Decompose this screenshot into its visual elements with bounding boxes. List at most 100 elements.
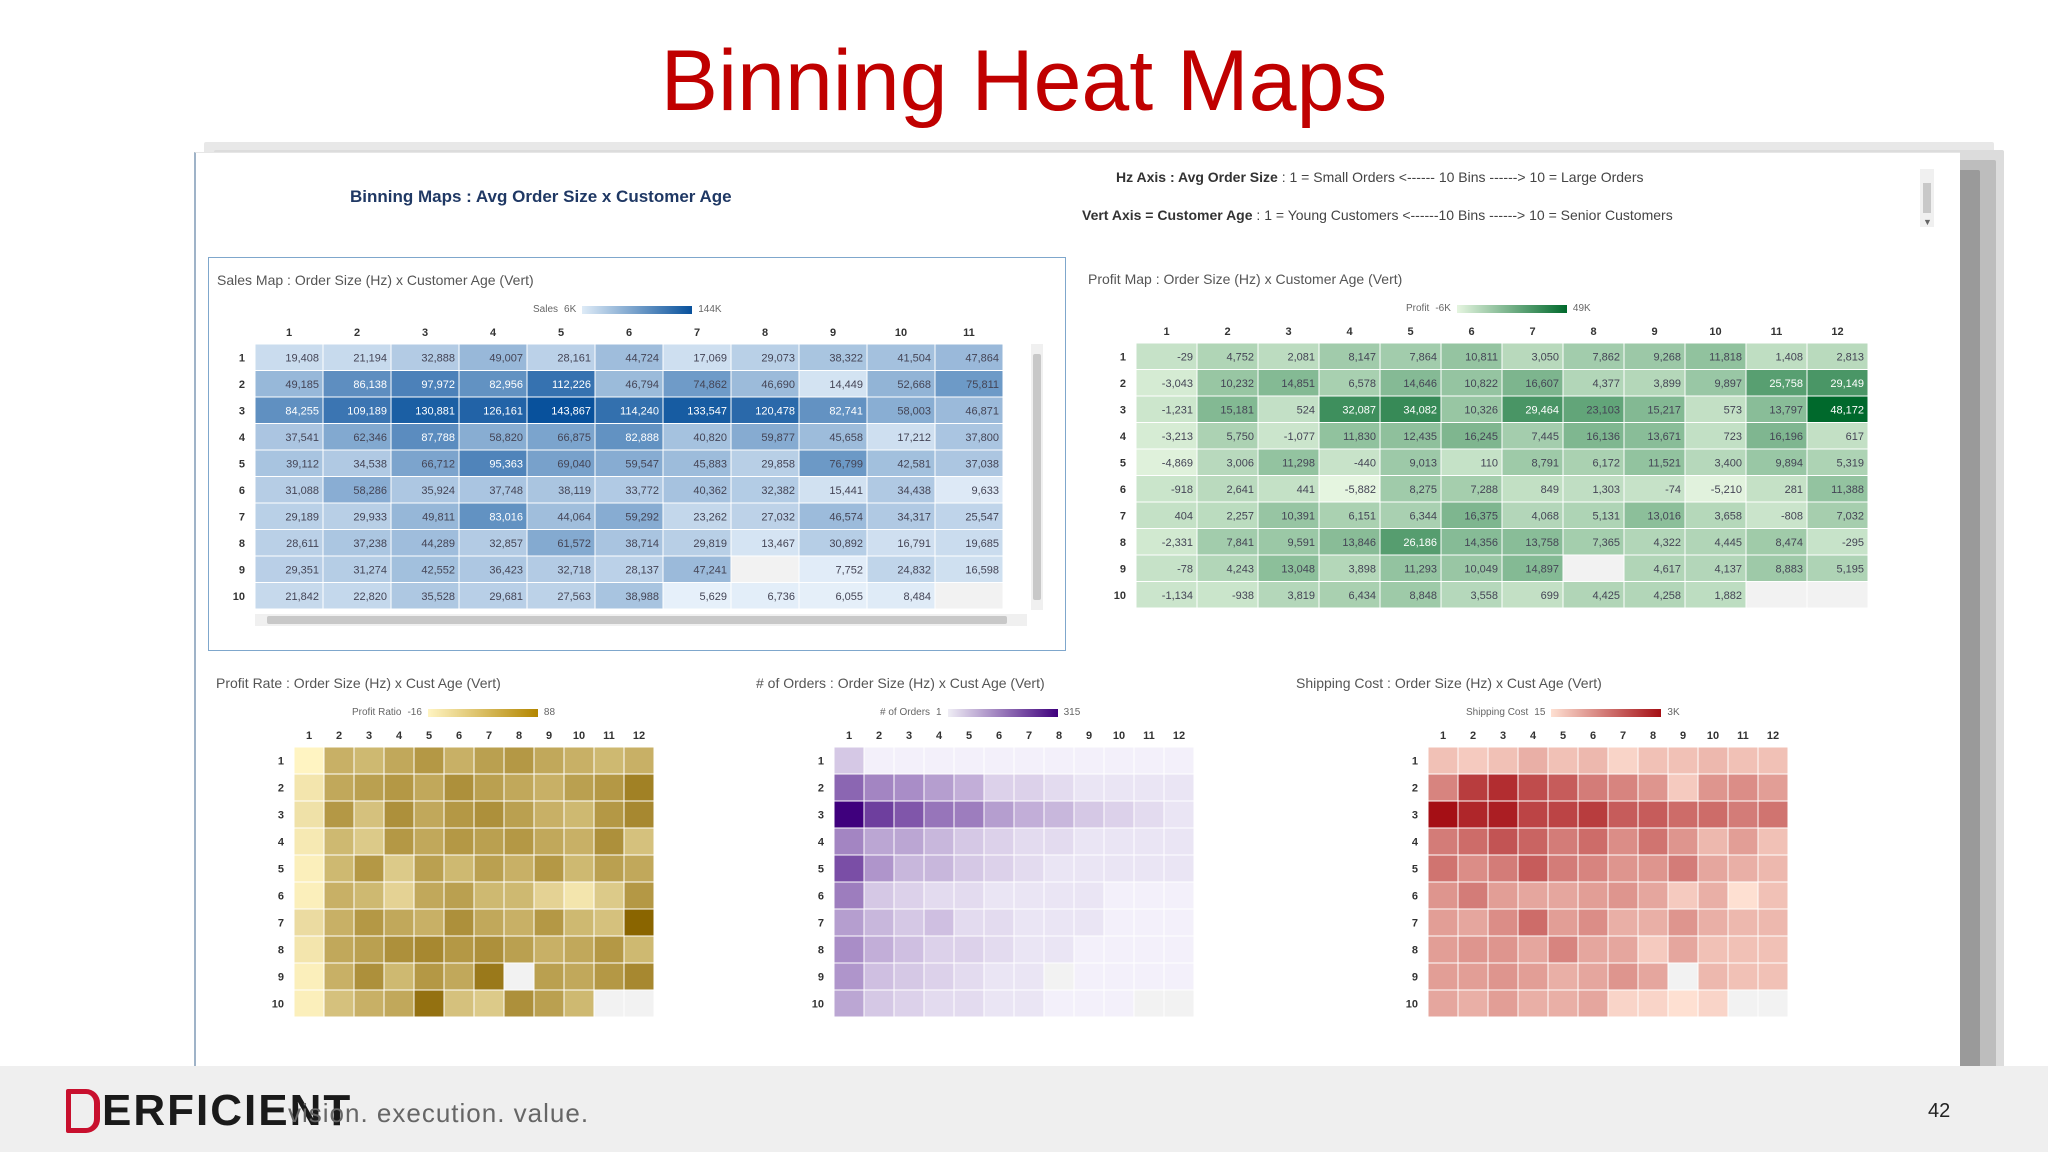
heatmap-cell[interactable]	[623, 827, 655, 856]
heatmap-cell[interactable]	[322, 476, 392, 504]
heatmap-cell[interactable]	[1073, 854, 1105, 883]
heatmap-cell[interactable]	[383, 746, 415, 775]
heatmap-cell[interactable]	[1457, 908, 1489, 937]
heatmap-cell[interactable]	[526, 396, 596, 424]
heatmap-cell[interactable]	[1501, 395, 1564, 423]
heatmap-cell[interactable]	[503, 854, 535, 883]
heatmap-cell[interactable]	[254, 502, 324, 530]
heatmap-cell[interactable]	[1013, 773, 1045, 802]
heatmap-cell[interactable]	[1684, 475, 1747, 503]
heatmap-cell[interactable]	[1517, 827, 1549, 856]
heatmap-cell[interactable]	[293, 827, 325, 856]
heatmap-cell[interactable]	[1806, 422, 1869, 450]
heatmap-cell[interactable]	[983, 827, 1015, 856]
heatmap-cell[interactable]	[1013, 746, 1045, 775]
heatmap-cell[interactable]	[1043, 881, 1075, 910]
heatmap-cell[interactable]	[473, 827, 505, 856]
heatmap-cell[interactable]	[323, 935, 355, 964]
heatmap-cell[interactable]	[1727, 908, 1759, 937]
heatmap-cell[interactable]	[1757, 746, 1789, 775]
heatmap-cell[interactable]	[1637, 854, 1669, 883]
heatmap-cell[interactable]	[1745, 475, 1808, 503]
heatmap-cell[interactable]	[593, 881, 625, 910]
heatmap-cell[interactable]	[1135, 369, 1198, 397]
heatmap-cell[interactable]	[533, 962, 565, 991]
heatmap-cell[interactable]	[983, 989, 1015, 1018]
heatmap-cell[interactable]	[1073, 800, 1105, 829]
heatmap-cell[interactable]	[443, 854, 475, 883]
heatmap-cell[interactable]	[383, 908, 415, 937]
heatmap-cell[interactable]	[934, 529, 1004, 557]
heatmap-cell[interactable]	[1427, 962, 1459, 991]
heatmap-cell[interactable]	[983, 773, 1015, 802]
heatmap-cell[interactable]	[1427, 827, 1459, 856]
heatmap-cell[interactable]	[1501, 422, 1564, 450]
heatmap-cell[interactable]	[1043, 773, 1075, 802]
heatmap-cell[interactable]	[1073, 935, 1105, 964]
heatmap-cell[interactable]	[503, 935, 535, 964]
heatmap-cell[interactable]	[563, 827, 595, 856]
heatmap-cell[interactable]	[798, 423, 868, 451]
heatmap-cell[interactable]	[1487, 962, 1519, 991]
heatmap-cell[interactable]	[1457, 881, 1489, 910]
heatmap-cell[interactable]	[1013, 935, 1045, 964]
heatmap-cell[interactable]	[1163, 773, 1195, 802]
heatmap-cell[interactable]	[1487, 881, 1519, 910]
heatmap-cell[interactable]	[533, 881, 565, 910]
heatmap-cell[interactable]	[458, 396, 528, 424]
heatmap-cell[interactable]	[1427, 935, 1459, 964]
heatmap-cell[interactable]	[1135, 422, 1198, 450]
heatmap-cell[interactable]	[383, 773, 415, 802]
heatmap-cell[interactable]	[1135, 501, 1198, 529]
heatmap-cell[interactable]	[1457, 989, 1489, 1018]
scrollbar-thumb[interactable]	[1033, 354, 1041, 600]
heatmap-cell[interactable]	[383, 827, 415, 856]
heatmap-cell[interactable]	[1667, 989, 1699, 1018]
heatmap-cell[interactable]	[1257, 501, 1320, 529]
heatmap-cell[interactable]	[1667, 908, 1699, 937]
heatmap-cell[interactable]	[503, 773, 535, 802]
heatmap-cell[interactable]	[323, 854, 355, 883]
heatmap-cell[interactable]	[863, 908, 895, 937]
heatmap-cell[interactable]	[1757, 908, 1789, 937]
heatmap-cell[interactable]	[1501, 501, 1564, 529]
heatmap-cell[interactable]	[533, 827, 565, 856]
heatmap-cell[interactable]	[1487, 935, 1519, 964]
heatmap-cell[interactable]	[503, 989, 535, 1018]
heatmap-cell[interactable]	[953, 881, 985, 910]
heatmap-cell[interactable]	[1806, 342, 1869, 370]
heatmap-cell[interactable]	[662, 370, 732, 398]
heatmap-cell[interactable]	[1697, 935, 1729, 964]
heatmap-cell[interactable]	[1547, 773, 1579, 802]
heatmap-cell[interactable]	[1577, 827, 1609, 856]
heatmap-cell[interactable]	[798, 476, 868, 504]
heatmap-cell[interactable]	[1196, 581, 1259, 609]
heatmap-cell[interactable]	[623, 746, 655, 775]
heatmap-cell[interactable]	[1577, 746, 1609, 775]
heatmap-cell[interactable]	[1637, 827, 1669, 856]
heatmap-cell[interactable]	[1196, 342, 1259, 370]
heatmap-cell[interactable]	[1379, 554, 1442, 582]
heatmap-cell[interactable]	[1013, 962, 1045, 991]
heatmap-cell[interactable]	[1577, 962, 1609, 991]
heatmap-cell[interactable]	[473, 854, 505, 883]
heatmap-cell[interactable]	[1667, 827, 1699, 856]
heatmap-cell[interactable]	[526, 423, 596, 451]
heatmap-cell[interactable]	[1133, 827, 1165, 856]
heatmap-cell[interactable]	[563, 881, 595, 910]
heatmap-cell[interactable]	[1073, 881, 1105, 910]
heatmap-cell[interactable]	[798, 370, 868, 398]
heatmap-cell[interactable]	[1103, 908, 1135, 937]
heatmap-cell[interactable]	[863, 989, 895, 1018]
heatmap-cell[interactable]	[1727, 962, 1759, 991]
heatmap-cell[interactable]	[443, 908, 475, 937]
heatmap-cell[interactable]	[533, 908, 565, 937]
heatmap-cell[interactable]	[473, 935, 505, 964]
heatmap-cell[interactable]	[923, 827, 955, 856]
heatmap-cell[interactable]	[383, 989, 415, 1018]
heatmap-cell[interactable]	[473, 773, 505, 802]
heatmap-cell[interactable]	[383, 854, 415, 883]
heatmap-cell[interactable]	[730, 449, 800, 477]
heatmap-cell[interactable]	[1697, 854, 1729, 883]
heatmap-cell[interactable]	[1607, 908, 1639, 937]
